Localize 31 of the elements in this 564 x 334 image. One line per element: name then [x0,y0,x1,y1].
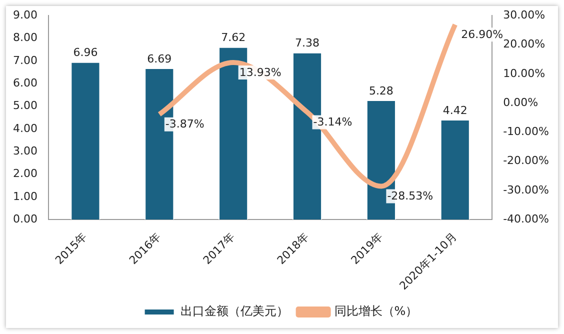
y-tick-label: 4.00 [12,122,38,135]
data-label: -28.53% [387,190,434,203]
y-tick-label: 2.00 [12,167,38,180]
y-tick-label: 5.00 [12,99,38,112]
y-tick-label: 6.00 [12,76,38,90]
y-tick-label: 8.00 [12,31,38,44]
data-label: 4.42 [442,104,468,117]
y-tick-label: 0.00 [12,212,38,226]
data-label: -3.87% [165,118,204,131]
y2-tick-label: -30.00% [503,183,550,196]
data-label: 13.93% [239,66,282,79]
y-tick-label: 3.00 [12,144,38,158]
data-label: 5.28 [368,84,394,98]
y2-tick-label: 20.00% [503,38,546,51]
y2-tick-label: 30.00% [503,8,546,22]
y-tick-label: 7.00 [12,54,38,67]
data-label: -3.14% [313,116,352,129]
data-label: 6.96 [73,46,98,60]
data-label: 7.38 [295,36,320,50]
data-label: 6.69 [147,52,172,66]
y-tick-label: 9.00 [12,8,38,22]
legend-label: 同比增长（%） [334,304,418,318]
y2-tick-label: -40.00% [503,212,550,226]
data-label: 26.90% [461,28,504,41]
y2-tick-label: 10.00% [503,66,546,80]
data-label: 7.62 [221,31,246,44]
y2-tick-label: 0.00% [503,96,538,109]
legend-label: 出口金额（亿美元） [180,304,288,318]
y2-tick-label: -20.00% [503,154,550,168]
y2-tick-label: -10.00% [503,125,550,138]
y-tick-label: 1.00 [12,190,38,203]
